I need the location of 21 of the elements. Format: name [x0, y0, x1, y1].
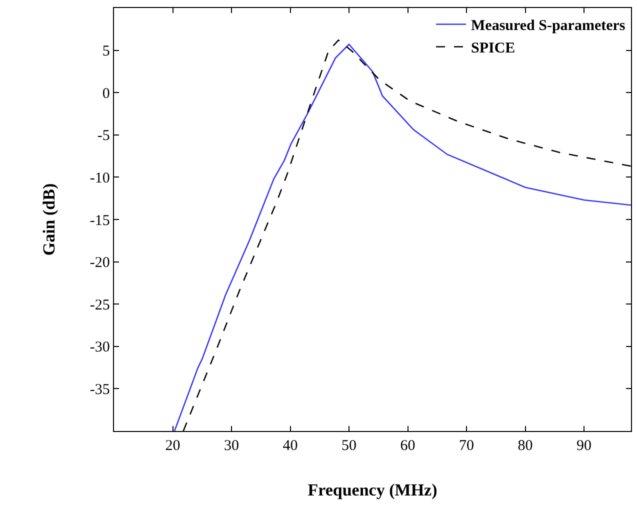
y-tick-label: -25	[90, 297, 110, 314]
x-tick-label: 80	[518, 438, 533, 454]
y-tick-label: -15	[90, 212, 110, 229]
y-axis-title: Gain (dB)	[39, 183, 58, 256]
y-tick-label: 0	[102, 86, 110, 102]
legend-label: Measured S-parameters	[471, 18, 626, 34]
legend-label: SPICE	[471, 40, 516, 57]
y-tick-label: -35	[90, 382, 110, 398]
x-tick-label: 40	[282, 438, 298, 454]
x-axis-title: Frequency (MHz)	[308, 480, 438, 500]
y-tick-label: -5	[97, 128, 110, 144]
x-tick-label: 50	[342, 438, 356, 454]
y-tick-label: 5	[102, 44, 110, 60]
y-tick-label: -30	[90, 340, 110, 356]
y-tick-label: -20	[90, 255, 110, 272]
x-tick-label: 30	[224, 438, 239, 454]
y-tick-label: -10	[90, 170, 110, 186]
x-tick-label: 70	[459, 438, 474, 454]
x-tick-label: 90	[576, 438, 592, 454]
x-tick-label: 20	[165, 438, 180, 454]
x-tick-label: 60	[400, 438, 416, 454]
